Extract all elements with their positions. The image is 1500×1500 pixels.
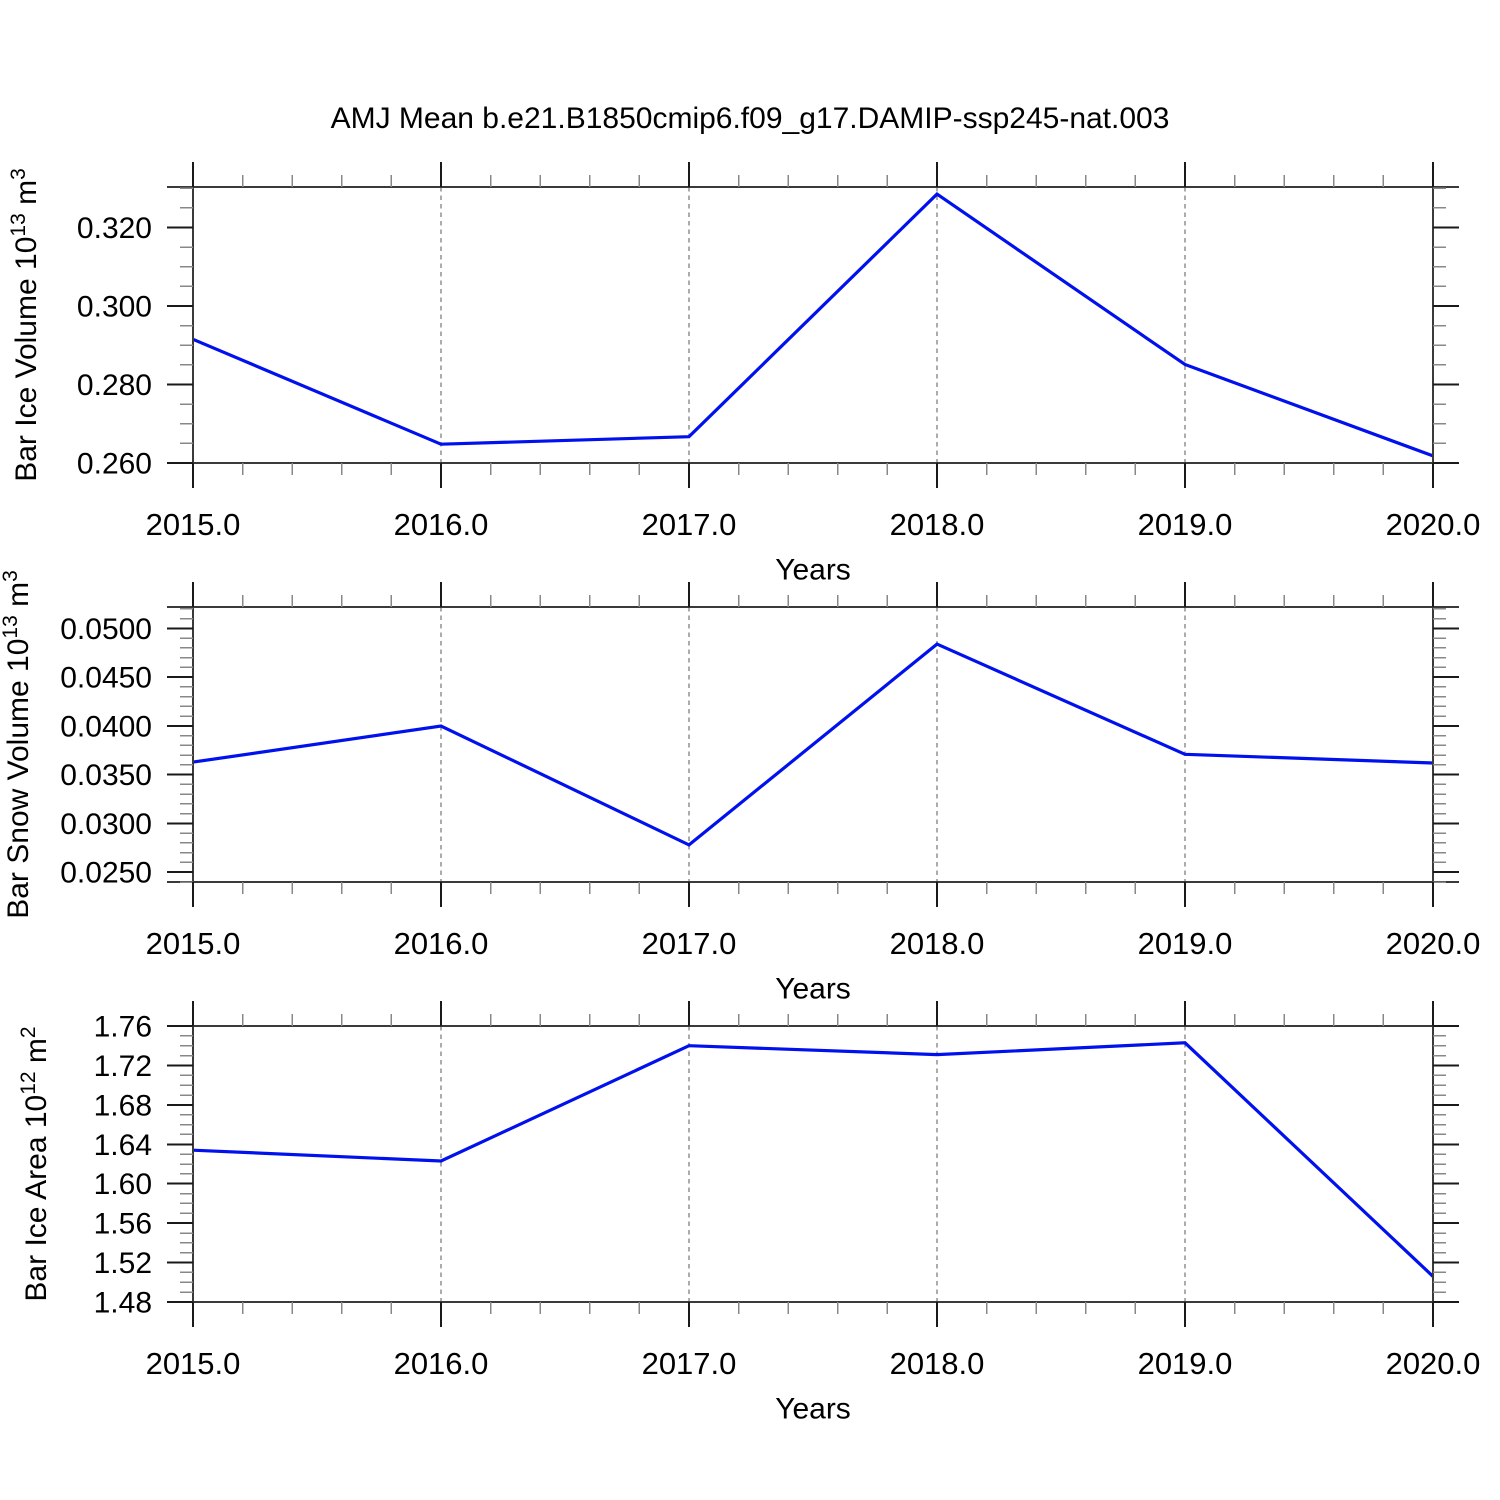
y-axis-title-superscript: 13 xyxy=(7,213,30,236)
x-tick-label-2017.0: 2017.0 xyxy=(642,1346,737,1381)
y-tick-label-0.0450: 0.0450 xyxy=(60,662,152,695)
x-tick-label-2020.0: 2020.0 xyxy=(1386,507,1481,542)
figure-title: AMJ Mean b.e21.B1850cmip6.f09_g17.DAMIP-… xyxy=(331,102,1170,135)
y-tick-label-1.60: 1.60 xyxy=(94,1168,152,1201)
y-tick-label-0.300: 0.300 xyxy=(77,290,152,323)
y-tick-label-0.320: 0.320 xyxy=(77,212,152,245)
y-tick-label-1.56: 1.56 xyxy=(94,1208,152,1241)
minor-ticks xyxy=(180,595,1446,894)
y-axis-title-superscript: 13 xyxy=(0,615,22,638)
major-ticks xyxy=(167,1001,1459,1327)
y-axis-title-superscript: 2 xyxy=(17,1026,40,1038)
major-ticks xyxy=(167,582,1459,907)
y-axis-title: Bar Ice Area 1012 m2 xyxy=(17,1026,53,1301)
x-tick-label-2015.0: 2015.0 xyxy=(146,1346,241,1381)
y-tick-label-1.76: 1.76 xyxy=(94,1011,152,1044)
x-axis-title: Years xyxy=(775,1393,851,1426)
x-tick-label-2019.0: 2019.0 xyxy=(1138,926,1233,961)
data-line xyxy=(192,192,1434,458)
y-tick-label-1.52: 1.52 xyxy=(94,1247,152,1280)
plot-frame xyxy=(167,164,1459,486)
y-axis-title-superscript: 3 xyxy=(7,168,30,180)
y-axis-title-text: m xyxy=(2,582,35,615)
x-tick-label-2018.0: 2018.0 xyxy=(890,926,985,961)
x-tick-label-2015.0: 2015.0 xyxy=(146,926,241,961)
y-tick-label-0.280: 0.280 xyxy=(77,369,152,402)
x-tick-label-2016.0: 2016.0 xyxy=(394,507,489,542)
y-tick-label-0.0350: 0.0350 xyxy=(60,759,152,792)
x-axis-title: Years xyxy=(775,554,851,587)
y-tick-label-0.0300: 0.0300 xyxy=(60,808,152,841)
major-ticks xyxy=(167,162,1459,488)
y-axis-title-superscript: 12 xyxy=(17,1071,40,1094)
x-tick-label-2017.0: 2017.0 xyxy=(642,507,737,542)
y-axis-title-superscript: 3 xyxy=(0,570,22,582)
y-axis-title-text: Bar Snow Volume 10 xyxy=(2,639,35,919)
panel-bar-snow-volume: 0.0250 0.0300 0.0350 0.0400 0.0450 0.0500 2015… xyxy=(0,570,1480,1005)
x-tick-label-2020.0: 2020.0 xyxy=(1386,926,1481,961)
y-tick-label-0.0250: 0.0250 xyxy=(60,857,152,890)
y-axis-title-text: Bar Ice Area 10 xyxy=(20,1095,53,1302)
x-tick-label-2018.0: 2018.0 xyxy=(890,507,985,542)
x-tick-label-2016.0: 2016.0 xyxy=(394,1346,489,1381)
x-tick-label-2019.0: 2019.0 xyxy=(1138,1346,1233,1381)
y-tick-label-0.0500: 0.0500 xyxy=(60,613,152,646)
panel-bar-ice-area: 1.48 1.52 1.56 1.60 1.64 1.68 1.72 1.76 2015.0 20… xyxy=(17,1001,1480,1426)
panel-bar-ice-volume: 0.260 0.280 0.300 0.320 2015.0 2016.0 2017.0 20… xyxy=(7,162,1480,587)
y-axis-title: Bar Ice Volume 1013 m3 xyxy=(7,168,43,482)
y-tick-label-0.260: 0.260 xyxy=(77,448,152,481)
x-tick-label-2020.0: 2020.0 xyxy=(1386,1346,1481,1381)
x-tick-label-2017.0: 2017.0 xyxy=(642,926,737,961)
y-axis-title-text: Bar Ice Volume 10 xyxy=(10,237,43,482)
y-tick-label-1.72: 1.72 xyxy=(94,1050,152,1083)
x-tick-label-2016.0: 2016.0 xyxy=(394,926,489,961)
x-axis-title: Years xyxy=(775,973,851,1006)
y-tick-label-1.64: 1.64 xyxy=(94,1129,152,1162)
y-tick-label-0.0400: 0.0400 xyxy=(60,710,152,743)
x-tick-label-2015.0: 2015.0 xyxy=(146,507,241,542)
x-tick-label-2019.0: 2019.0 xyxy=(1138,507,1233,542)
y-axis-title: Bar Snow Volume 1013 m3 xyxy=(0,570,35,919)
minor-ticks xyxy=(180,1014,1446,1314)
data-line xyxy=(192,642,1434,847)
y-tick-label-1.48: 1.48 xyxy=(94,1287,152,1320)
y-axis-title-text: m xyxy=(20,1038,53,1071)
data-line xyxy=(192,1041,1435,1278)
y-tick-label-1.68: 1.68 xyxy=(94,1089,152,1122)
x-tick-label-2018.0: 2018.0 xyxy=(890,1346,985,1381)
y-axis-title-text: m xyxy=(10,180,43,213)
minor-ticks xyxy=(180,175,1446,475)
